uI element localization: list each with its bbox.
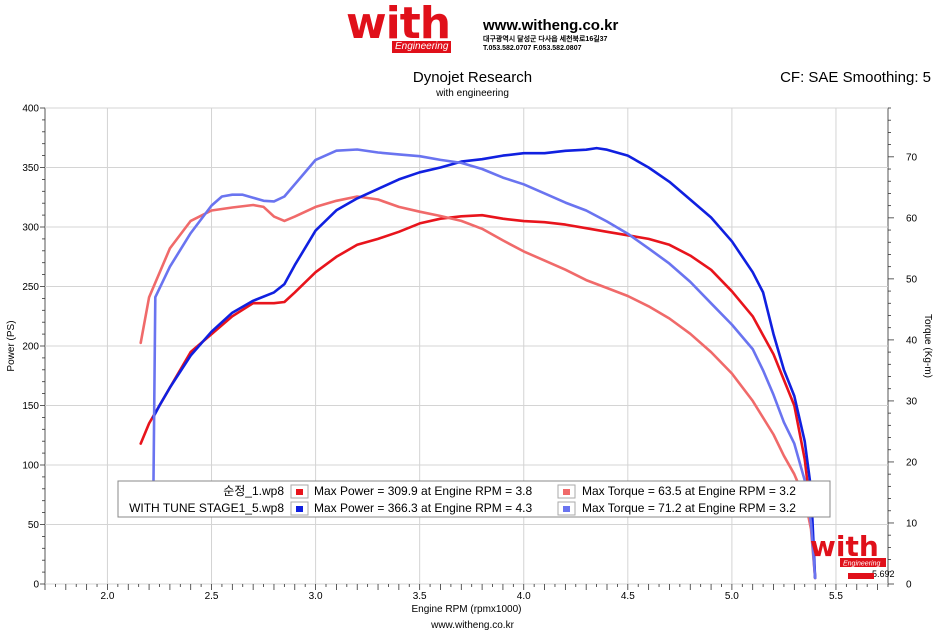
brand-logo-subtitle: Engineering (392, 41, 452, 53)
legend-max-torque: Max Torque = 63.5 at Engine RPM = 3.2 (582, 484, 796, 498)
y-left-tick-label: 150 (22, 401, 39, 412)
website-url: www.witheng.co.kr (483, 17, 619, 34)
series-line-0 (139, 213, 817, 580)
x-tick-label: 3.5 (413, 591, 427, 602)
chart-subtitle: with engineering (436, 88, 509, 99)
y-right-tick-label: 10 (906, 518, 918, 529)
y-right-tick-label: 60 (906, 213, 918, 224)
company-address: 대구광역시 달성군 다사읍 세천북로16길37 (483, 36, 608, 43)
legend-power-swatch (296, 506, 303, 512)
x-tick-label: 4.5 (621, 591, 635, 602)
correction-factor-label: CF: SAE Smoothing: 5 (780, 69, 931, 86)
x-tick-label: 2.5 (205, 591, 219, 602)
series-line-2 (151, 146, 817, 580)
y-right-tick-label: 0 (906, 580, 912, 591)
watermark-value: 5.692 (872, 569, 895, 579)
legend-box (117, 480, 831, 518)
y-right-tick-label: 70 (906, 152, 918, 163)
series-line-1 (139, 195, 817, 580)
x-tick-label: 5.5 (829, 591, 843, 602)
y-left-tick-label: 250 (22, 282, 39, 293)
legend-torque-swatch (563, 506, 570, 512)
legend-max-torque: Max Torque = 71.2 at Engine RPM = 3.2 (582, 501, 796, 515)
y-left-tick-label: 200 (22, 342, 39, 353)
series-line-3 (151, 148, 817, 580)
x-axis-label: Engine RPM (rpmx1000) (411, 604, 521, 615)
watermark-sub: Engineering (843, 561, 880, 568)
y-left-tick-label: 50 (28, 520, 40, 531)
x-tick-label: 2.0 (100, 591, 114, 602)
y-right-tick-label: 40 (906, 335, 918, 346)
x-tick-label: 5.0 (725, 591, 739, 602)
legend-torque-swatch (563, 489, 570, 495)
legend-file-name: WITH TUNE STAGE1_5.wp8 (129, 501, 284, 515)
y-right-tick-label: 50 (906, 274, 918, 285)
legend-file-name: 순정_1.wp8 (223, 484, 284, 498)
y-left-tick-label: 0 (33, 580, 39, 591)
y-right-tick-label: 20 (906, 457, 918, 468)
y-left-axis-label: Power (PS) (6, 320, 17, 371)
y-left-tick-label: 300 (22, 223, 39, 234)
legend-power-swatch (296, 489, 303, 495)
chart-title: Dynojet Research (412, 69, 533, 86)
y-left-tick-label: 100 (22, 461, 39, 472)
watermark-sub-bg (840, 558, 886, 567)
brand-logo: with (346, 0, 451, 49)
y-left-tick-label: 350 (22, 163, 39, 174)
y-right-tick-label: 30 (906, 396, 918, 407)
y-left-tick-label: 400 (22, 104, 39, 115)
x-tick-label: 4.0 (517, 591, 531, 602)
watermark-logo: with (810, 530, 879, 563)
dynojet-mini-logo (848, 573, 874, 579)
footer-url: www.witheng.co.kr (431, 620, 514, 631)
y-right-axis-label: Torque (Kg-m) (922, 314, 933, 378)
x-tick-label: 3.0 (309, 591, 323, 602)
legend-max-power: Max Power = 309.9 at Engine RPM = 3.8 (314, 484, 532, 498)
company-phone: T.053.582.0707 F.053.582.0807 (483, 45, 582, 52)
legend-max-power: Max Power = 366.3 at Engine RPM = 4.3 (314, 501, 532, 515)
